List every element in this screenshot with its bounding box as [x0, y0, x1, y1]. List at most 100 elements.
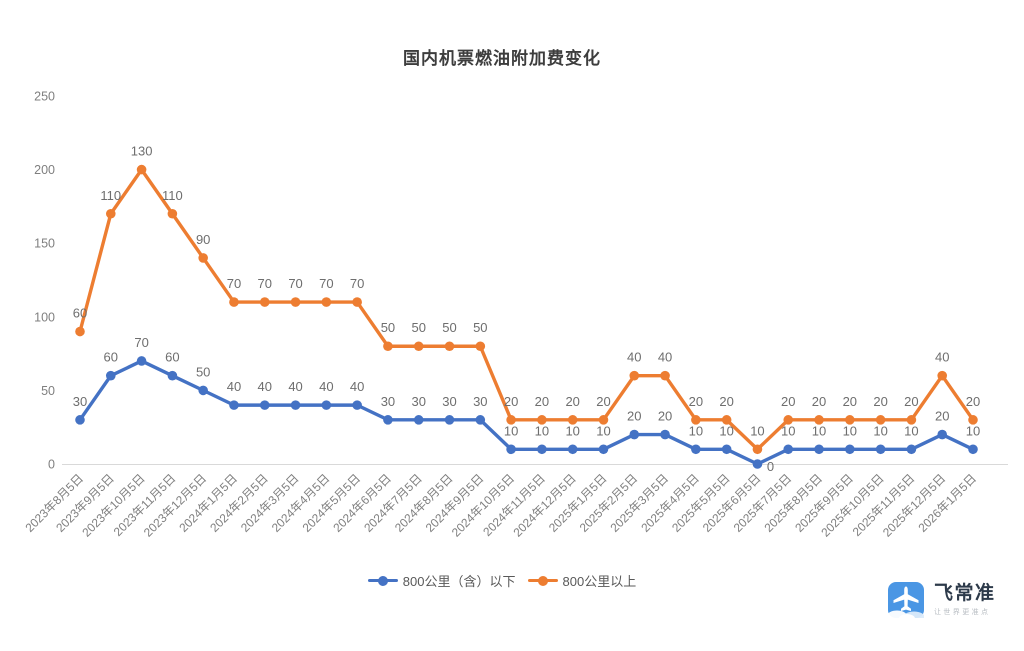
data-point	[475, 415, 486, 425]
y-tick-label: 50	[41, 384, 55, 398]
data-label: 40	[258, 379, 272, 394]
airplane-glyph	[893, 586, 919, 611]
data-point	[290, 400, 301, 410]
data-label: 70	[134, 335, 148, 350]
data-label: 70	[319, 276, 333, 291]
data-point	[814, 444, 824, 455]
data-label: 70	[258, 276, 272, 291]
data-point	[629, 429, 640, 440]
chart-legend: 800公里（含）以下 800公里以上	[0, 571, 1004, 590]
series-line	[78, 167, 975, 451]
data-point	[906, 444, 917, 455]
data-point	[537, 415, 547, 425]
data-label: 20	[658, 409, 672, 424]
legend-label: 800公里以上	[562, 574, 637, 589]
data-label: 10	[750, 423, 764, 438]
data-point	[875, 415, 886, 425]
data-point	[783, 444, 794, 455]
data-point	[229, 400, 239, 410]
data-label: 10	[535, 423, 549, 438]
data-label: 20	[565, 394, 579, 409]
data-point	[660, 429, 670, 440]
data-label: 40	[227, 379, 241, 394]
data-label: 10	[596, 423, 610, 438]
y-tick-label: 100	[34, 310, 55, 324]
data-label: 0	[767, 459, 774, 474]
y-tick-label: 150	[34, 237, 55, 251]
data-point	[167, 370, 178, 381]
data-label: 110	[100, 188, 121, 203]
data-point	[105, 370, 116, 381]
data-point	[321, 297, 332, 307]
data-label: 20	[627, 409, 641, 424]
data-label: 60	[104, 350, 118, 365]
data-point	[721, 444, 732, 455]
data-label: 20	[843, 394, 857, 409]
y-tick-label: 200	[34, 163, 55, 177]
data-label: 30	[381, 394, 395, 409]
data-point	[383, 341, 393, 352]
data-point	[105, 208, 116, 219]
legend-label: 800公里（含）以下	[402, 574, 516, 589]
data-label: 20	[904, 394, 918, 409]
data-label: 10	[873, 423, 887, 438]
data-label: 10	[904, 423, 918, 438]
data-label: 110	[162, 188, 183, 203]
data-point	[629, 370, 640, 381]
data-label: 50	[196, 364, 210, 379]
data-label: 40	[288, 379, 302, 394]
data-label: 40	[658, 350, 672, 365]
legend-dot-icon	[377, 575, 388, 586]
data-point	[598, 444, 609, 455]
data-label: 90	[196, 232, 210, 247]
data-point	[229, 297, 239, 307]
data-label: 20	[719, 394, 733, 409]
x-axis-labels: 2023年8月5日2023年9月5日2023年10月5日2023年11月5日20…	[22, 471, 979, 539]
data-labels-under-800km: 30 60 70 60 50 40 40 40 40 40 30 30 30 30 10 10 10 10 20 20…	[73, 335, 980, 474]
data-label: 10	[843, 423, 857, 438]
data-label: 10	[966, 423, 980, 438]
data-point	[136, 356, 147, 366]
brand-logo: 飞常准 让世界更准点	[888, 582, 996, 618]
data-label: 50	[473, 320, 487, 335]
data-point	[167, 208, 178, 219]
data-point	[352, 400, 362, 410]
data-point	[937, 429, 948, 440]
airplane-logo-icon	[888, 582, 924, 618]
data-label: 20	[966, 394, 980, 409]
data-label: 20	[812, 394, 826, 409]
data-point	[413, 415, 424, 425]
data-label: 70	[288, 276, 302, 291]
data-point	[506, 444, 516, 455]
data-point	[352, 297, 362, 307]
data-point	[783, 415, 794, 425]
data-point	[752, 459, 763, 469]
brand-name: 飞常准	[934, 582, 996, 604]
data-point	[259, 400, 270, 410]
data-point	[321, 400, 332, 410]
data-label: 20	[781, 394, 795, 409]
data-label: 40	[350, 379, 364, 394]
data-point	[75, 326, 85, 337]
data-label: 20	[935, 409, 949, 424]
data-point	[413, 341, 424, 352]
data-point	[475, 341, 486, 352]
data-point	[875, 444, 886, 455]
data-label: 70	[227, 276, 241, 291]
data-point	[598, 415, 609, 425]
data-point	[937, 370, 948, 381]
data-label: 50	[381, 320, 395, 335]
data-point	[906, 415, 917, 425]
data-label: 50	[411, 320, 425, 335]
data-labels-over-800km: 60 110 130 110 90 70 70 70 70 70 50 50 50 50 20 20 20 20 4…	[73, 144, 980, 439]
data-label: 20	[596, 394, 610, 409]
legend-item-under-800km: 800公里（含）以下	[367, 571, 516, 590]
data-label: 30	[473, 394, 487, 409]
data-point	[259, 297, 270, 307]
y-tick-label: 250	[34, 90, 55, 104]
data-point	[383, 415, 393, 425]
legend-line-marker-icon	[367, 575, 398, 586]
data-point	[845, 415, 855, 425]
data-point	[567, 444, 578, 455]
